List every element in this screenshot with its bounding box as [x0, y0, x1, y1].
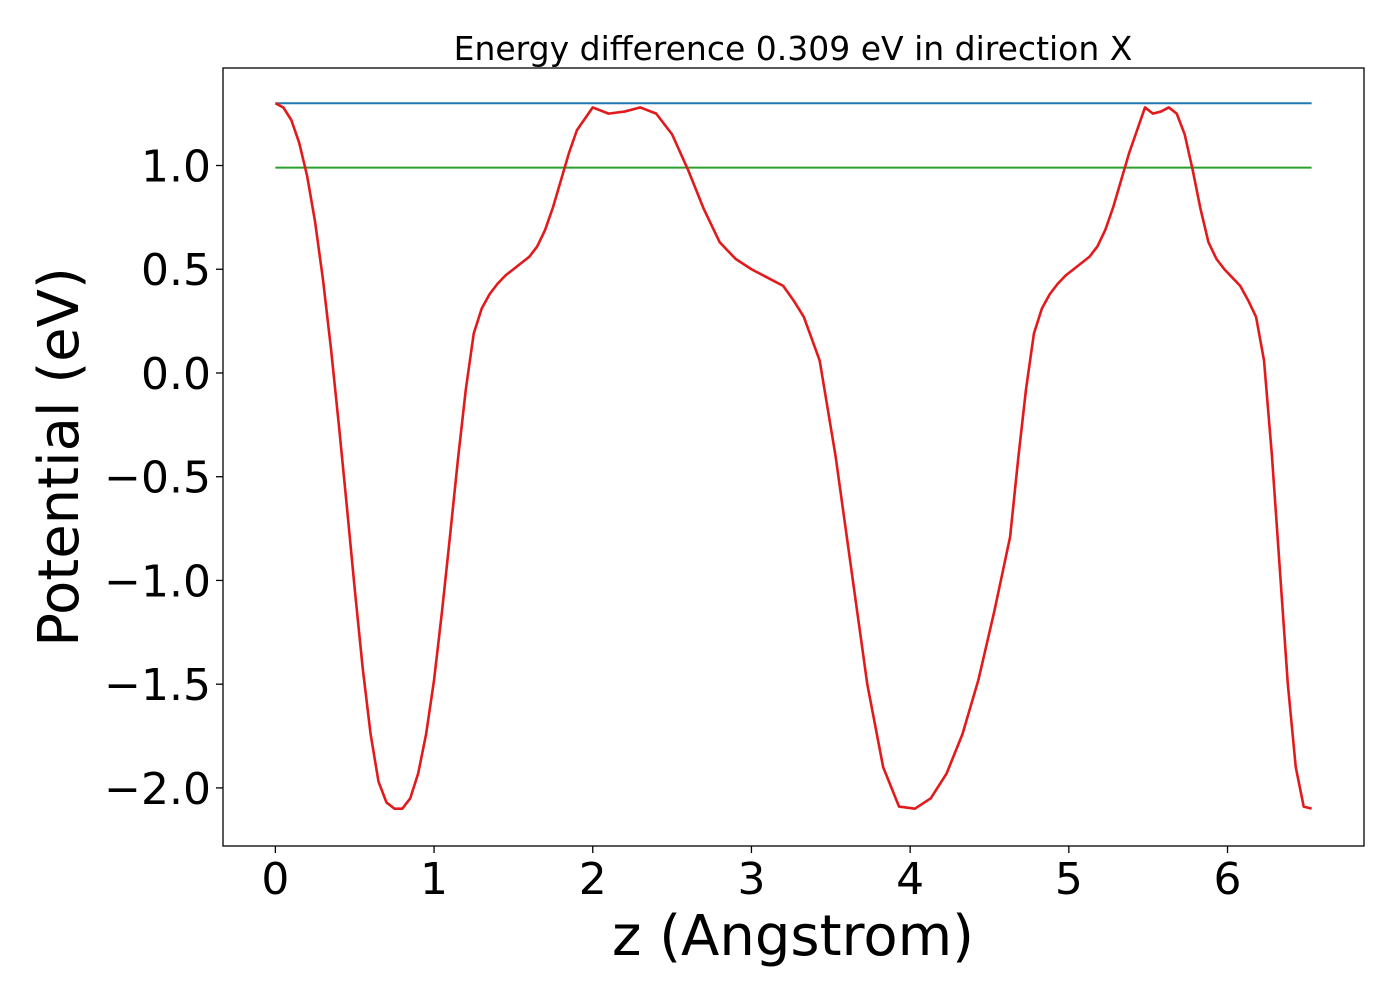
plot-area	[274, 102, 1312, 810]
y-axis: −2.0 −1.5 −1.0 −0.5 0.0 0.5 1.0	[104, 142, 223, 815]
y-tick-label: 0.5	[141, 245, 211, 296]
y-tick-label: 0.0	[141, 349, 211, 400]
x-axis-label: z (Angstrom)	[612, 904, 974, 969]
y-tick-label: −2.0	[104, 764, 211, 815]
x-tick-label: 1	[420, 854, 448, 905]
x-tick-label: 0	[261, 854, 289, 905]
y-axis-label: Potential (eV)	[27, 267, 92, 647]
x-tick-label: 2	[579, 854, 607, 905]
series-line-3	[274, 102, 1312, 810]
y-tick-label: 1.0	[141, 142, 211, 193]
x-tick-label: 3	[737, 854, 765, 905]
y-tick-label: −1.5	[104, 660, 211, 711]
y-tick-label: −0.5	[104, 453, 211, 504]
plot-frame	[222, 67, 1365, 847]
y-tick-label: −1.0	[104, 556, 211, 607]
chart-title: Energy difference 0.309 eV in direction …	[454, 29, 1133, 68]
x-tick-label: 4	[896, 854, 924, 905]
x-tick-label: 5	[1055, 854, 1083, 905]
x-tick-label: 6	[1214, 854, 1242, 905]
x-axis: 0 1 2 3 4 5 6	[261, 846, 1242, 905]
